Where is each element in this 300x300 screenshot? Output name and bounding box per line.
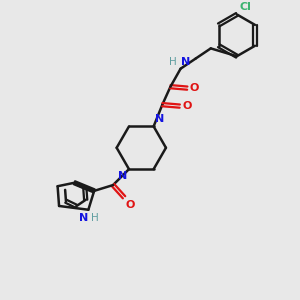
Text: N: N bbox=[181, 57, 190, 67]
Text: O: O bbox=[182, 101, 191, 111]
Text: O: O bbox=[125, 200, 135, 210]
Text: Cl: Cl bbox=[239, 2, 251, 12]
Text: N: N bbox=[118, 171, 128, 181]
Text: H: H bbox=[169, 57, 176, 67]
Text: H: H bbox=[91, 213, 98, 223]
Text: N: N bbox=[155, 114, 164, 124]
Text: O: O bbox=[190, 83, 199, 93]
Text: N: N bbox=[79, 213, 88, 223]
